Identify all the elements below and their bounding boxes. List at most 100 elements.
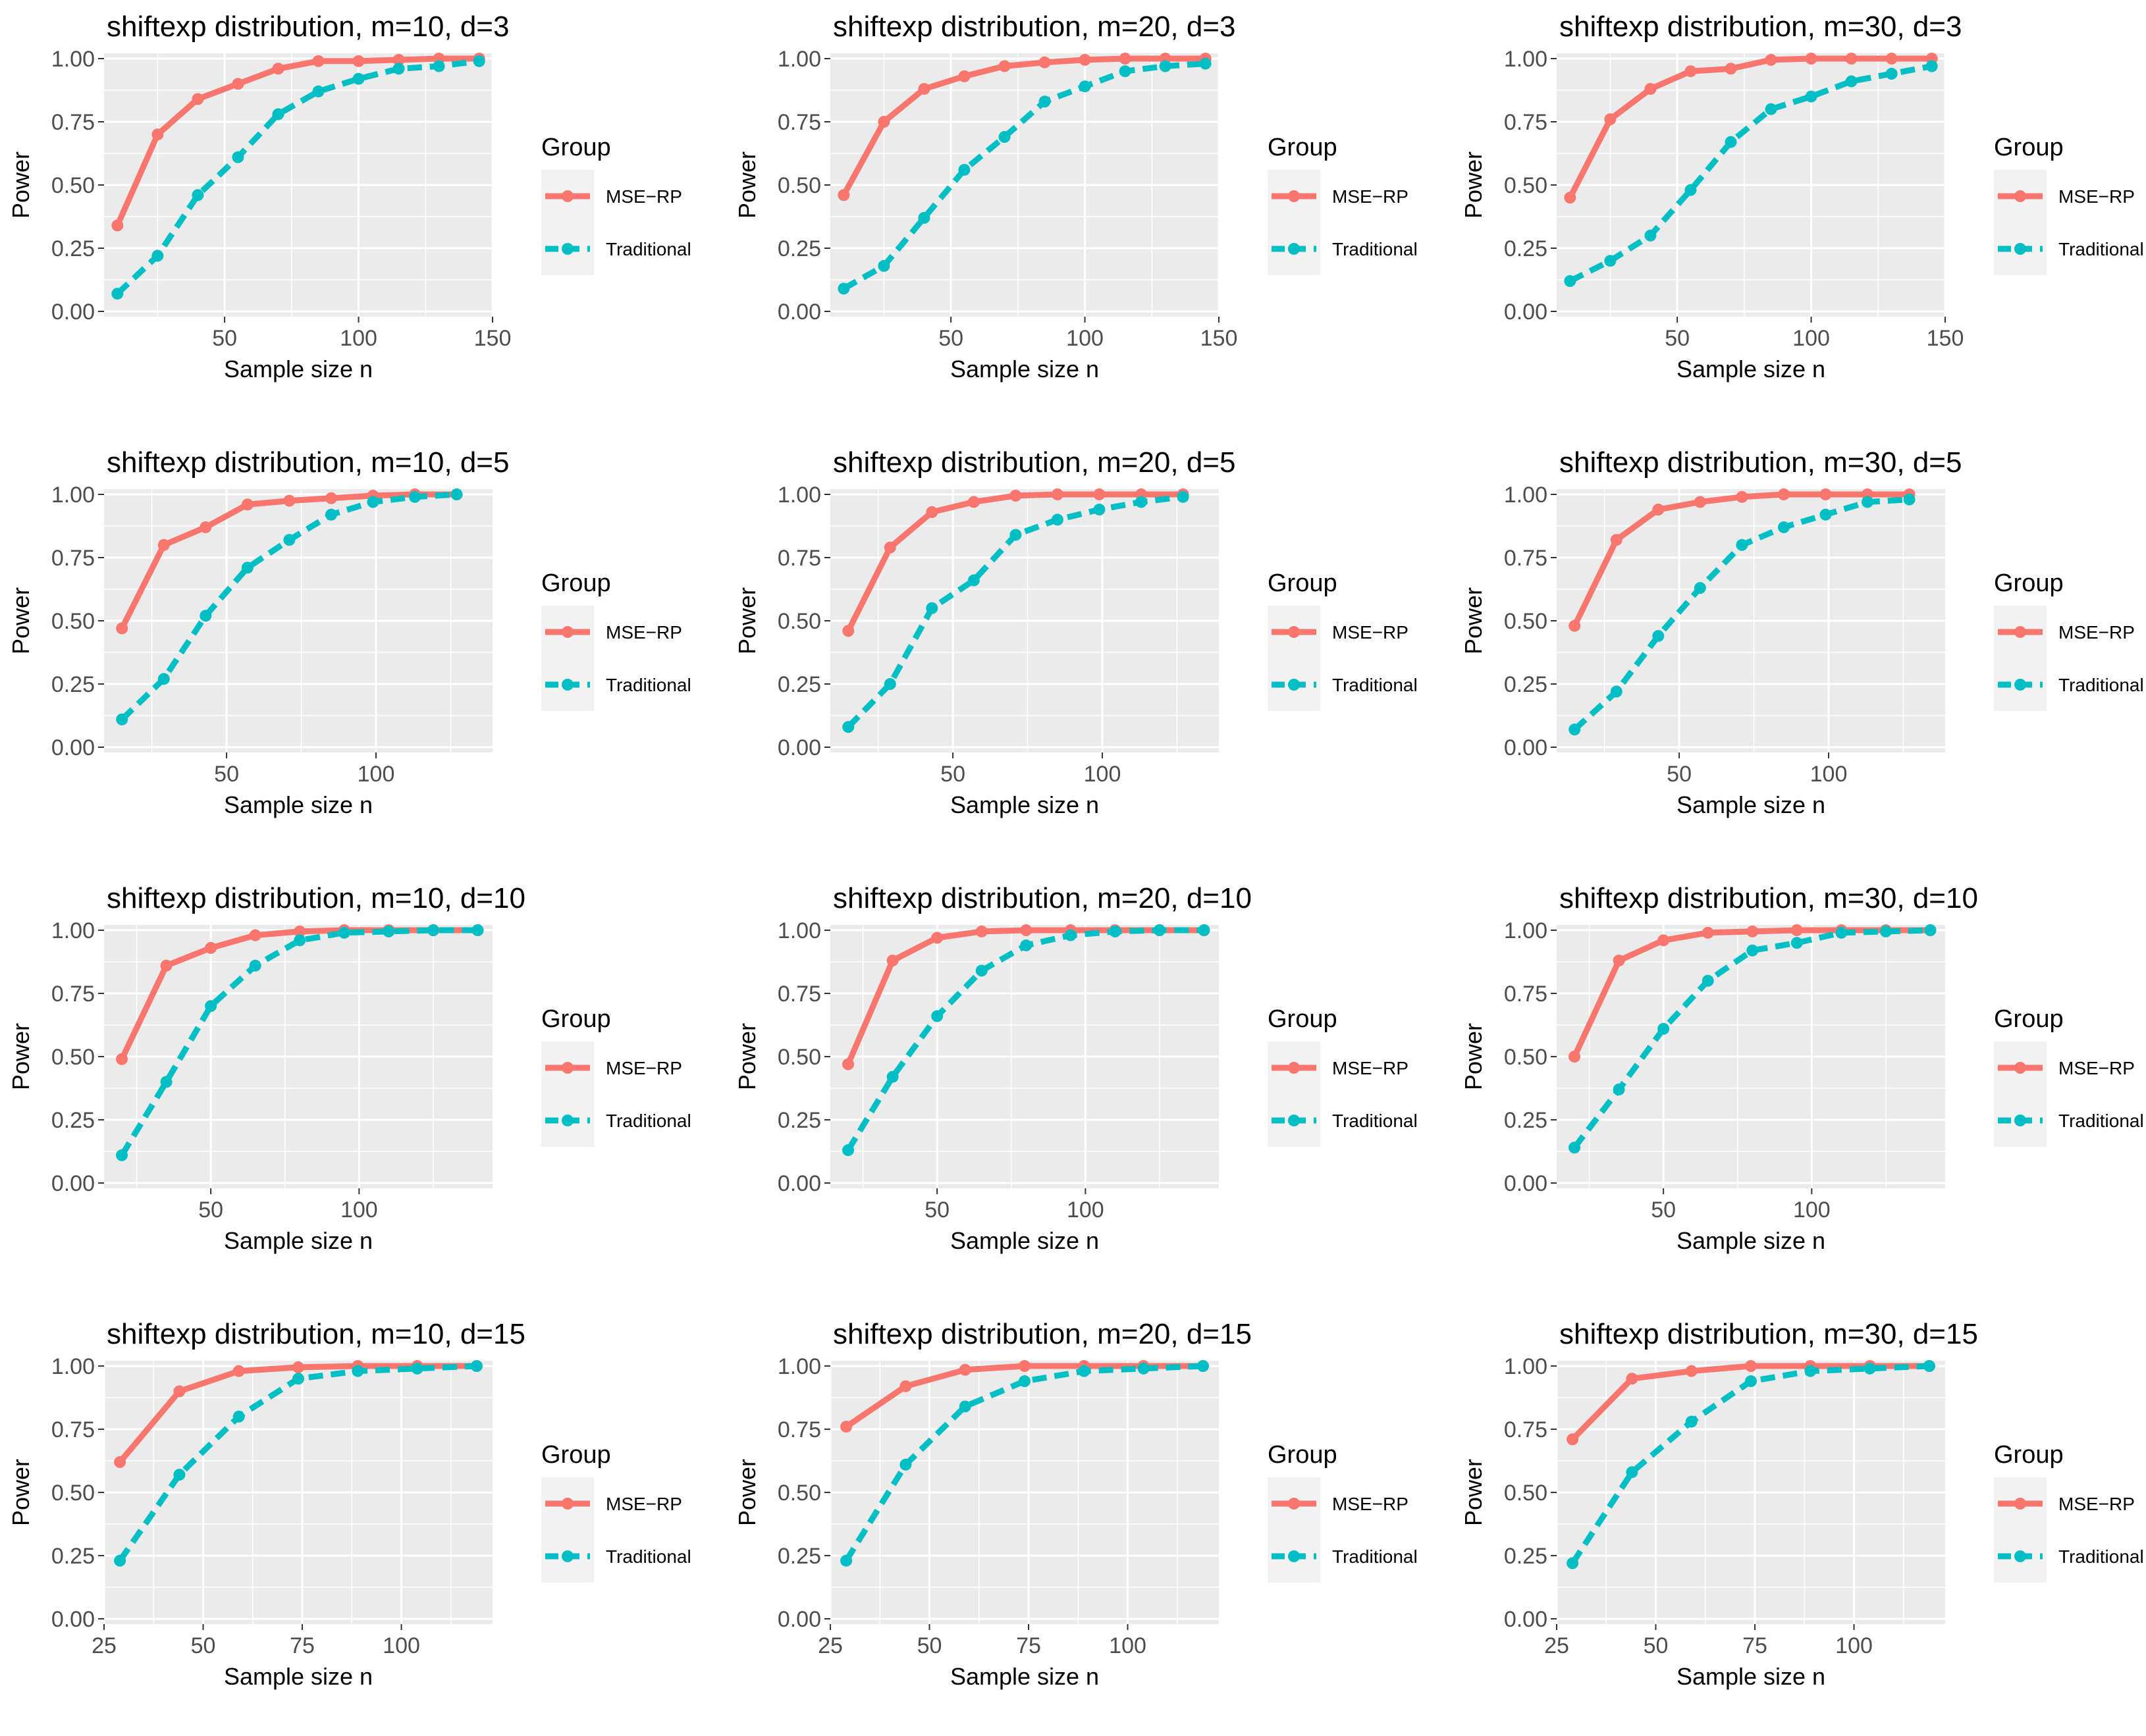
mse-rp-data-point [1644,83,1657,95]
x-axis-label: Sample size n [224,355,373,382]
traditional-data-point [111,288,124,300]
y-tick-label: 0.75 [51,546,95,571]
traditional-data-point [967,574,980,587]
y-tick-label: 0.50 [51,1481,95,1506]
mse-rp-data-point [918,83,930,95]
traditional-series-line [1572,927,1931,1149]
y-tick-label: 0.50 [51,609,95,634]
traditional-data-point [272,108,284,120]
y-tick-label: 0.75 [1504,982,1547,1007]
x-tick-label: 50 [925,1197,950,1223]
traditional-data-point [470,1360,483,1372]
traditional-data-point [1564,275,1576,287]
mse-rp-data-point [1736,490,1748,503]
legend-key-point [562,626,574,638]
mse-rp-data-point [1567,1433,1579,1446]
traditional-data-point [1079,80,1091,93]
traditional-data-point [367,496,379,508]
mse-rp-series-line [115,55,479,227]
mse-rp-data-point [294,925,306,937]
mse-rp-data-point [1019,1360,1031,1372]
mse-rp-data-point [1765,53,1777,66]
x-axis-label: Sample size n [224,791,373,818]
y-tick-label: 0.50 [778,1045,821,1070]
chart-title: shiftexp distribution, m=10, d=15 [107,1318,525,1350]
y-tick-label: 0.00 [51,1171,95,1196]
chart-panel-5: shiftexp distribution, m=20, d=5 0.00 0.25… [734,446,1418,818]
y-tick-label: 0.00 [1504,300,1547,325]
legend-key-point [1288,1115,1300,1126]
traditional-data-point [116,1149,128,1161]
mse-rp-data-point [1564,192,1576,204]
traditional-data-point [1569,1142,1581,1154]
y-tick-label: 1.00 [1504,918,1547,943]
y-tick-label: 0.50 [1504,1045,1547,1070]
traditional-data-point [249,959,261,972]
mse-rp-data-point [959,1363,971,1376]
y-tick-label: 0.75 [1504,546,1547,571]
y-axis-label: Power [1460,151,1487,219]
legend-key-point [1288,679,1300,691]
y-axis-label: Power [7,151,34,219]
traditional-data-point [1862,496,1873,508]
traditional-data-point [392,63,405,75]
traditional-data-point [1567,1557,1579,1569]
traditional-data-point [205,1000,217,1013]
traditional-data-point [1019,1375,1031,1388]
traditional-data-point [241,562,254,574]
y-tick-label: 0.25 [51,672,95,697]
y-tick-label: 0.50 [1504,609,1547,634]
mse-rp-data-point [157,539,170,551]
legend-label: Traditional [1332,675,1418,695]
traditional-data-point [1626,1466,1638,1479]
legend-key-point [2014,1498,2026,1510]
mse-rp-data-point [151,128,164,141]
mse-rp-data-point [842,1058,855,1070]
mse-rp-data-point [840,1421,853,1433]
mse-rp-data-point [975,925,988,937]
legend-label: Traditional [606,1111,691,1131]
traditional-data-point [1569,723,1581,736]
y-tick-label: 0.00 [51,1607,95,1632]
mse-rp-data-point [1569,619,1581,632]
x-axis-label: Sample size n [950,355,1099,382]
y-tick-label: 0.00 [778,735,821,760]
mse-rp-data-point [1626,1373,1638,1385]
mse-rp-data-point [1613,955,1625,967]
x-tick-label: 100 [1067,1197,1104,1223]
mse-rp-data-point [1093,488,1106,500]
traditional-data-point [886,1070,899,1083]
x-tick-label: 50 [198,1197,223,1223]
traditional-data-point [352,1365,364,1377]
traditional-data-point [1835,926,1848,939]
traditional-data-point [1109,925,1121,937]
traditional-data-point [1790,937,1803,949]
chart-title: shiftexp distribution, m=30, d=5 [1559,446,1962,479]
y-tick-label: 0.75 [1504,110,1547,135]
traditional-data-point [884,678,896,690]
x-axis-label: Sample size n [950,791,1099,818]
mse-rp-data-point [1009,489,1022,502]
mse-rp-data-point [205,941,217,954]
legend-title: Group [541,569,611,597]
y-axis-label: Power [1460,587,1487,654]
traditional-data-point [1038,95,1051,108]
y-tick-label: 0.75 [778,1417,821,1442]
traditional-data-point [878,259,890,272]
traditional-data-point [1051,513,1063,526]
traditional-data-point [1805,90,1817,103]
y-tick-label: 0.25 [51,1108,95,1133]
traditional-data-point [975,964,988,977]
legend-key-point [1288,243,1300,255]
legend-key-point [2014,1062,2026,1074]
mse-rp-data-point [884,541,896,554]
traditional-data-point [1736,539,1748,551]
traditional-data-point [294,934,306,947]
chart-panel-6: shiftexp distribution, m=30, d=5 0.00 0.25… [1460,446,2144,818]
legend-title: Group [1268,1005,1337,1033]
y-tick-label: 0.25 [1504,1108,1547,1133]
legend-title: Group [1994,134,2064,161]
mse-rp-data-point [1652,504,1665,516]
x-tick-label: 75 [1742,1633,1767,1658]
traditional-data-point [173,1469,186,1481]
